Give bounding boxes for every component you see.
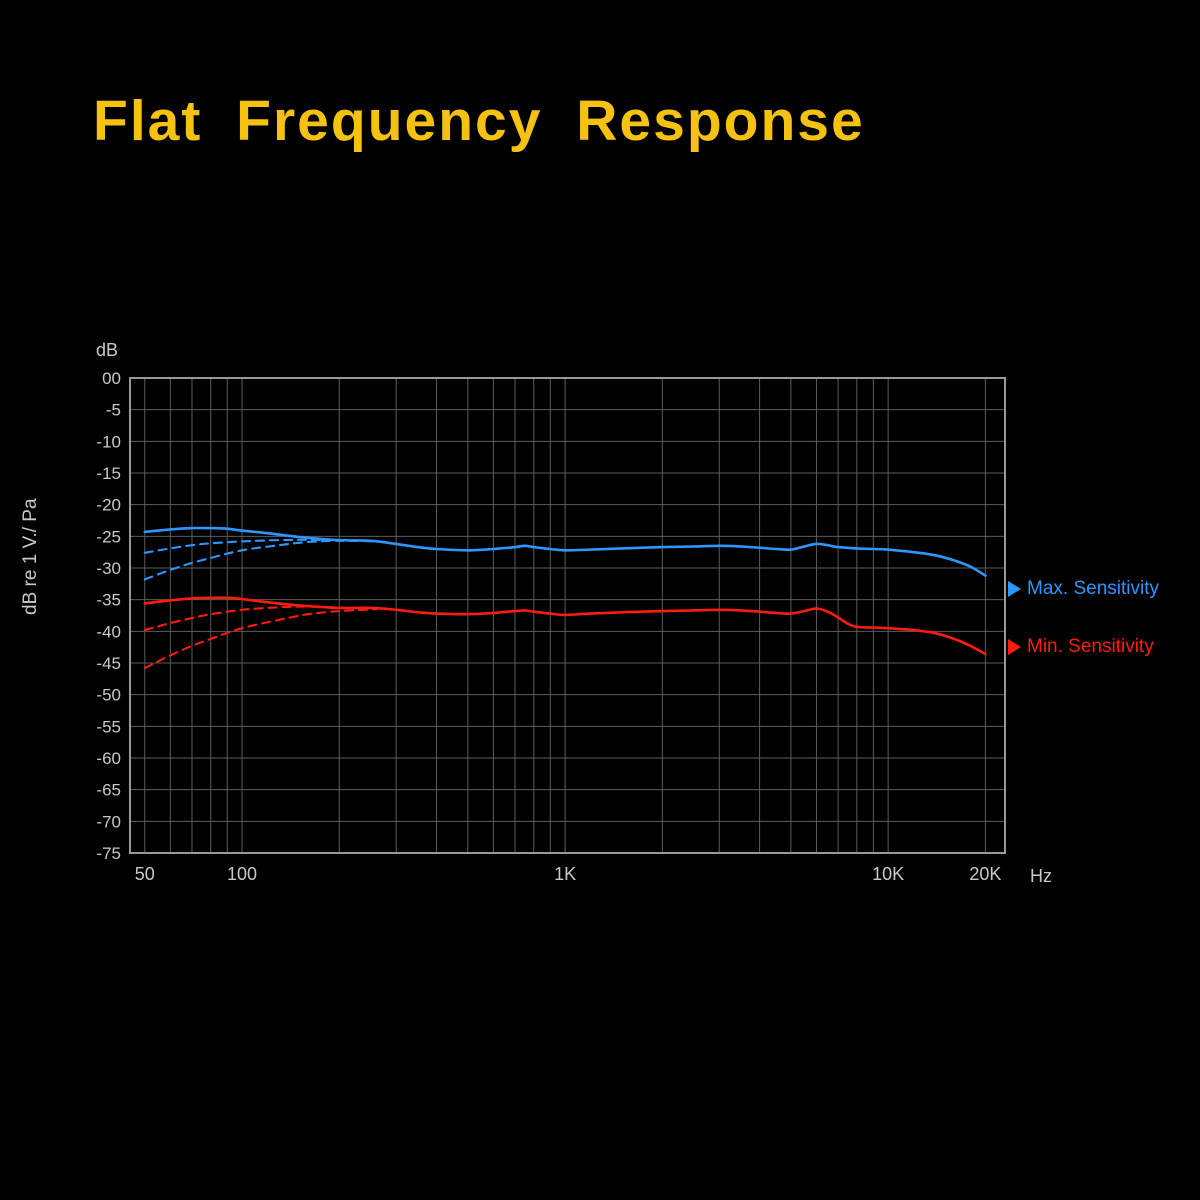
- x-axis-unit-label: Hz: [1030, 866, 1052, 886]
- curve-max-sensitivity-low-cut-2: [143, 539, 378, 581]
- legend-item-max: Max. Sensitivity: [1008, 578, 1159, 600]
- y-axis-title: dB re 1 V./ Pa: [20, 498, 41, 615]
- curve-min-sensitivity-low-cut-2: [143, 608, 378, 670]
- legend: Max. Sensitivity Min. Sensitivity: [1008, 578, 1159, 694]
- y-tick-label: -35: [96, 591, 121, 610]
- y-tick-label: -65: [96, 781, 121, 800]
- right-triangle-icon: [1008, 639, 1021, 655]
- legend-item-min: Min. Sensitivity: [1008, 636, 1159, 658]
- y-tick-label: -55: [96, 717, 121, 736]
- y-tick-label: -75: [96, 844, 121, 863]
- y-tick-label: -70: [96, 812, 121, 831]
- y-axis-unit-label: dB: [96, 340, 119, 360]
- y-tick-label: -10: [96, 432, 121, 451]
- y-tick-label: -45: [96, 654, 121, 673]
- x-tick-label: 20K: [969, 864, 1001, 884]
- y-tick-label: -20: [96, 496, 121, 515]
- x-tick-label: 100: [227, 864, 257, 884]
- chart-title: Flat Frequency Response: [93, 89, 865, 153]
- curve-min-sensitivity: [143, 596, 987, 656]
- y-tick-label: -15: [96, 464, 121, 483]
- y-tick-label: -40: [96, 622, 121, 641]
- y-tick-label: 00: [102, 369, 121, 388]
- x-tick-label: 10K: [872, 864, 904, 884]
- y-tick-label: -60: [96, 749, 121, 768]
- y-tick-label: -25: [96, 527, 121, 546]
- right-triangle-icon: [1008, 581, 1021, 597]
- plot-border: [129, 377, 1006, 854]
- y-tick-label: -30: [96, 559, 121, 578]
- x-tick-label: 1K: [554, 864, 576, 884]
- curve-max-sensitivity-low-cut-1: [143, 538, 348, 554]
- y-tick-label: -50: [96, 686, 121, 705]
- curve-max-sensitivity: [143, 526, 987, 577]
- x-tick-label: 50: [135, 864, 155, 884]
- legend-label-max: Max. Sensitivity: [1027, 578, 1159, 599]
- y-tick-label: -5: [106, 401, 121, 420]
- curve-min-sensitivity-low-cut-1: [143, 605, 348, 632]
- legend-label-min: Min. Sensitivity: [1027, 636, 1154, 657]
